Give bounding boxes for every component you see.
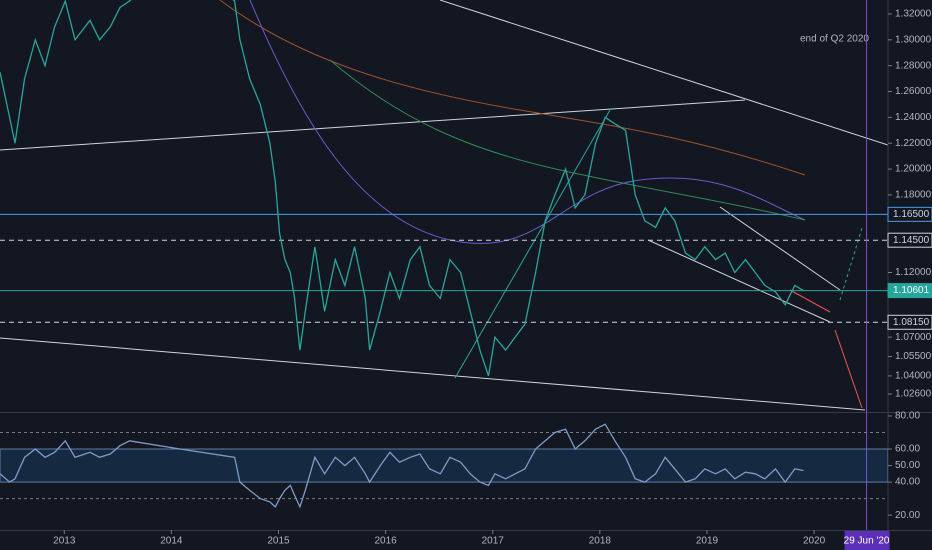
plot-area <box>0 423 888 509</box>
channel-line <box>647 239 831 323</box>
x-tick-label: 2014 <box>160 536 183 547</box>
level-label-bg <box>887 314 932 330</box>
annotation: end of Q2 2020 <box>800 34 869 45</box>
trend-line <box>454 109 611 379</box>
y-tick-label: 1.04000 <box>895 371 932 382</box>
y-tick-label: 40.00 <box>895 477 920 488</box>
drawings <box>0 0 888 411</box>
y-tick-label: 1.30000 <box>895 34 932 45</box>
level-label-bg <box>887 232 932 248</box>
y-tick-label: 1.26000 <box>895 86 932 97</box>
time-marker-bg <box>844 531 890 550</box>
y-tick-label: 1.02600 <box>895 389 932 400</box>
series-line <box>0 423 804 509</box>
level-label: 1.10601 <box>893 285 930 296</box>
x-tick-label: 2020 <box>803 536 826 547</box>
x-tick-label: 2016 <box>374 536 397 547</box>
band <box>0 448 888 483</box>
level-label: 1.08150 <box>893 317 930 328</box>
y-tick-label: 60.00 <box>895 444 920 455</box>
moving-average <box>219 0 806 176</box>
level-label-bg <box>887 283 932 299</box>
y-tick-label: 50.00 <box>895 460 920 471</box>
x-tick-label: 2019 <box>696 536 719 547</box>
moving-average <box>329 59 806 221</box>
y-tick-label: 1.20000 <box>895 164 932 175</box>
plot-area <box>0 0 888 377</box>
y-tick-label: 1.24000 <box>895 112 932 123</box>
time-marker-label: 29 Jun '20 <box>844 536 890 547</box>
x-tick-label: 2018 <box>589 536 612 547</box>
x-tick-label: 2017 <box>482 536 505 547</box>
y-tick-label: 1.12000 <box>895 267 932 278</box>
y-tick-label: 1.07000 <box>895 332 932 343</box>
y-tick-label: 1.05500 <box>895 351 932 362</box>
arrow <box>834 329 863 409</box>
channel-line <box>719 206 841 291</box>
x-tick-label: 2015 <box>267 536 290 547</box>
moving-average <box>249 0 806 245</box>
level-label-bg <box>887 206 932 222</box>
arrow <box>839 227 863 301</box>
y-tick-label: 1.22000 <box>895 138 932 149</box>
x-tick-label: 2013 <box>53 536 76 547</box>
series-line <box>0 0 804 377</box>
y-tick-label: 1.32000 <box>895 9 932 20</box>
y-tick-label: 1.18000 <box>895 190 932 201</box>
arrow <box>789 289 831 313</box>
y-tick-label: 20.00 <box>895 510 920 521</box>
level-label: 1.14500 <box>893 235 930 246</box>
level-label: 1.16500 <box>893 209 930 220</box>
trend-line <box>0 337 866 411</box>
y-tick-label: 1.28000 <box>895 60 932 71</box>
trend-line <box>439 0 888 146</box>
trend-line <box>0 99 746 151</box>
y-tick-label: 80.00 <box>895 411 920 422</box>
